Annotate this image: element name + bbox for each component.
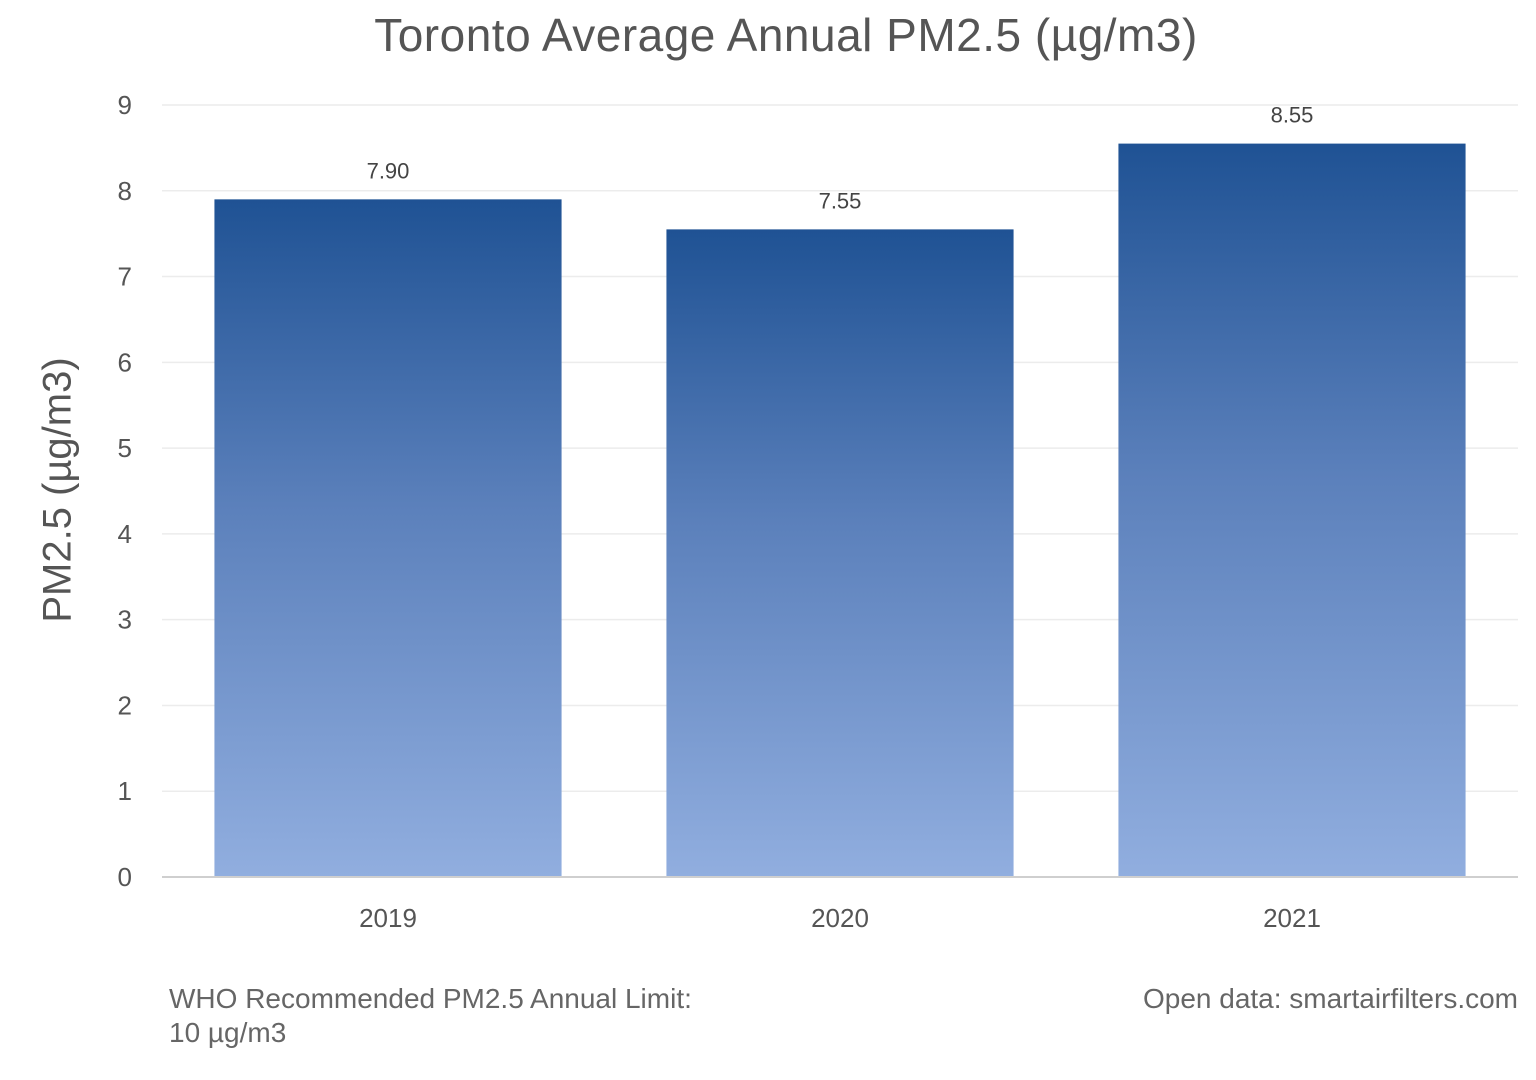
data-label-2019: 7.90: [367, 158, 410, 183]
y-tick-label: 0: [118, 862, 132, 892]
y-tick-label: 7: [118, 262, 132, 292]
who-limit-note: WHO Recommended PM2.5 Annual Limit: 10 µ…: [169, 982, 789, 1050]
who-limit-note-line2: 10 µg/m3: [169, 1017, 287, 1048]
bars: 7.90 7.55 8.55: [214, 103, 1466, 878]
y-tick-label: 9: [118, 90, 132, 120]
y-tick-label: 5: [118, 433, 132, 463]
x-tick-label-2019: 2019: [359, 903, 417, 933]
y-tick-label: 4: [118, 519, 132, 549]
x-tick-label-2020: 2020: [811, 903, 869, 933]
data-label-2020: 7.55: [819, 188, 862, 213]
bar-2019: [214, 199, 562, 877]
y-tick-label: 8: [118, 176, 132, 206]
who-limit-note-line1: WHO Recommended PM2.5 Annual Limit:: [169, 983, 692, 1014]
bar-2021: [1118, 143, 1466, 878]
y-axis-ticks: 0 1 2 3 4 5 6 7 8 9: [118, 90, 132, 892]
chart-title: Toronto Average Annual PM2.5 (µg/m3): [374, 9, 1198, 61]
y-tick-label: 1: [118, 776, 132, 806]
bar-2020: [666, 229, 1014, 877]
data-source-note: Open data: smartairfilters.com: [1142, 983, 1518, 1014]
y-tick-label: 3: [118, 605, 132, 635]
data-label-2021: 8.55: [1271, 103, 1314, 128]
y-tick-label: 6: [118, 347, 132, 377]
x-axis-ticks: 2019 2020 2021: [359, 903, 1321, 933]
x-tick-label-2021: 2021: [1263, 903, 1321, 933]
y-tick-label: 2: [118, 690, 132, 720]
